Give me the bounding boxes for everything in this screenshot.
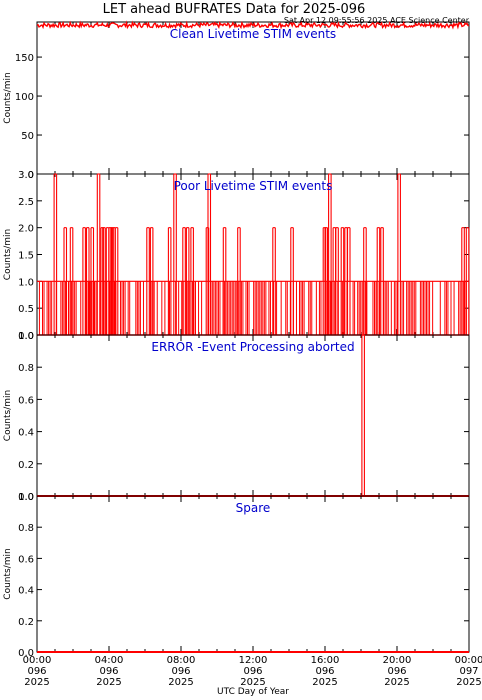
- y-tick-label: 0.5: [18, 304, 34, 315]
- y-tick-label: 0.0: [18, 492, 34, 503]
- panel-4: 0.0 0.2 0.4 0.6 0.8 1.0 Counts/min Spare: [3, 492, 470, 659]
- panel-title: Spare: [236, 501, 271, 515]
- y-tick-label: 3.0: [18, 170, 34, 181]
- x-tick-label-year: 2025: [168, 677, 193, 688]
- x-tick-label-time: 16:00: [311, 655, 340, 666]
- y-tick-label: 0: [28, 170, 34, 181]
- x-tick-label-year: 2025: [384, 677, 409, 688]
- y-tick-label: 50: [21, 131, 34, 142]
- y-axis-label: Counts/min: [3, 229, 13, 280]
- panel-2: 0.0 0.5 1.0 1.5 2.0 2.5 3.0 Counts/min Poor Live…: [3, 170, 470, 342]
- x-tick-label-doy: 096: [27, 666, 46, 677]
- x-tick-label-doy: 096: [171, 666, 190, 677]
- panel-frame: [36, 173, 470, 336]
- panel-3: 0.0 0.2 0.4 0.6 0.8 1.0 Counts/min ERROR -Event…: [3, 331, 470, 503]
- x-tick-label-time: 08:00: [167, 655, 196, 666]
- y-tick-label: 0.2: [18, 460, 34, 471]
- y-tick-label: 1.0: [18, 492, 34, 503]
- x-tick-label-year: 2025: [240, 677, 265, 688]
- x-tick-label-doy: 096: [387, 666, 406, 677]
- x-tick-label-year: 2025: [24, 677, 49, 688]
- chart-title: LET ahead BUFRATES Data for 2025-096: [103, 2, 366, 17]
- y-tick-label: 0.0: [18, 648, 34, 659]
- timestamp: Sat Apr 12 09:55:56 2025 ACE Science Cen…: [284, 16, 470, 25]
- y-tick-label: 100: [15, 92, 34, 103]
- x-tick-label-time: 12:00: [239, 655, 268, 666]
- y-tick-label: 0.4: [18, 428, 34, 439]
- x-tick-label-doy: 096: [315, 666, 334, 677]
- y-tick-label: 150: [15, 53, 34, 64]
- y-tick-label: 0.4: [18, 586, 34, 597]
- x-tick-label-time: 04:00: [95, 655, 124, 666]
- x-tick-label-year: 2025: [312, 677, 337, 688]
- y-tick-label: 0.0: [18, 331, 34, 342]
- y-tick-label: 2.5: [18, 197, 34, 208]
- y-axis-label: Counts/min: [3, 548, 13, 599]
- y-tick-label: 1.0: [18, 277, 34, 288]
- y-tick-label: 0.8: [18, 523, 34, 534]
- y-tick-label: 0.6: [18, 395, 34, 406]
- series-line: [36, 20, 470, 30]
- x-tick-label-time: 20:00: [383, 655, 412, 666]
- y-tick-label: 1.5: [18, 251, 34, 262]
- panel-title: Clean Livetime STIM events: [170, 27, 336, 41]
- series-1: [36, 20, 470, 30]
- x-tick-label-doy: 097: [459, 666, 478, 677]
- x-tick-label-time: 00:00: [455, 655, 482, 666]
- y-tick-label: 0.2: [18, 617, 34, 628]
- x-tick-label-doy: 096: [99, 666, 118, 677]
- x-axis-label: UTC Day of Year: [217, 687, 289, 697]
- x-tick-label-year: 2025: [456, 677, 481, 688]
- y-tick-label: 2.0: [18, 224, 34, 235]
- y-tick-label: 0.8: [18, 363, 34, 374]
- series-3: [37, 334, 469, 497]
- y-axis-label: Counts/min: [3, 390, 13, 441]
- panel-title: Poor Livetime STIM events: [174, 179, 333, 193]
- panel-frame: [36, 495, 470, 653]
- y-axis-label: Counts/min: [3, 72, 13, 123]
- x-tick-label-year: 2025: [96, 677, 121, 688]
- y-tick-label: 0.6: [18, 554, 34, 565]
- panel-frame: [36, 21, 470, 175]
- panel-title: ERROR -Event Processing aborted: [151, 340, 354, 354]
- x-tick-label-doy: 096: [243, 666, 262, 677]
- y-tick-label: 1.0: [18, 331, 34, 342]
- series-2: [37, 173, 470, 336]
- panel-frame: [36, 334, 470, 497]
- x-tick-label-time: 00:00: [23, 655, 52, 666]
